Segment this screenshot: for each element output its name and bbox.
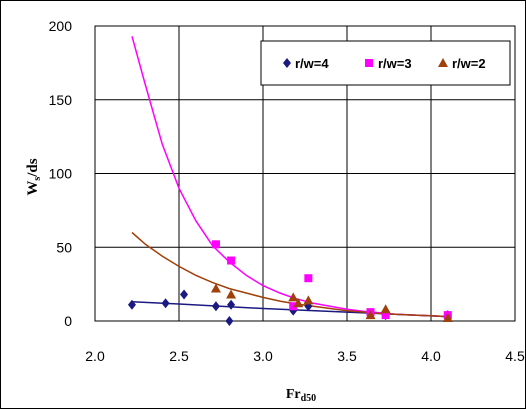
point-r-w-4 bbox=[211, 301, 220, 312]
x-tick-labels: 2.0 2.5 3.0 3.5 4.0 4.5 bbox=[85, 348, 525, 364]
legend-label-r-w-4: r/w=4 bbox=[295, 56, 329, 71]
legend-entry-r-w-4: r/w=4 bbox=[283, 56, 329, 71]
y-tick-label: 0 bbox=[64, 313, 72, 329]
x-tick-label: 2.0 bbox=[85, 348, 105, 364]
point-r-w-2 bbox=[293, 298, 304, 308]
legend-marker-r-w-4 bbox=[283, 58, 291, 68]
y-tick-label: 50 bbox=[56, 239, 72, 255]
point-r-w-2 bbox=[442, 313, 453, 323]
plot-area bbox=[94, 25, 516, 322]
point-r-w-2 bbox=[210, 283, 221, 293]
legend-label-r-w-3: r/w=3 bbox=[378, 56, 412, 71]
x-tick-label: 4.0 bbox=[421, 348, 441, 364]
point-r-w-3 bbox=[304, 274, 313, 283]
legend-entry-r-w-3: r/w=3 bbox=[365, 56, 412, 71]
y-tick-label: 100 bbox=[49, 166, 73, 182]
legend-entry-r-w-2: r/w=2 bbox=[438, 56, 486, 71]
data-markers bbox=[127, 240, 453, 326]
point-r-w-3 bbox=[211, 240, 220, 249]
point-r-w-3 bbox=[289, 302, 298, 311]
x-tick-label: 4.5 bbox=[505, 348, 525, 364]
point-r-w-2 bbox=[365, 310, 376, 320]
point-r-w-4 bbox=[161, 298, 170, 309]
y-tick-label: 200 bbox=[49, 18, 73, 34]
x-tick-label: 2.5 bbox=[169, 348, 189, 364]
point-r-w-2 bbox=[288, 292, 299, 302]
point-r-w-3 bbox=[381, 311, 390, 320]
y-axis-title: Ws/ds bbox=[25, 158, 43, 195]
legend-marker-r-w-2 bbox=[438, 58, 448, 67]
legend-box bbox=[260, 40, 511, 86]
legend: r/w=4 r/w=3 r/w=2 bbox=[260, 40, 511, 86]
point-r-w-4 bbox=[180, 289, 189, 300]
y-tick-label: 150 bbox=[49, 92, 73, 108]
point-r-w-2 bbox=[380, 304, 391, 314]
point-r-w-4 bbox=[225, 316, 234, 326]
x-tick-label: 3.0 bbox=[253, 348, 273, 364]
point-r-w-4 bbox=[127, 299, 136, 310]
trend-line-r-w-2 bbox=[131, 231, 448, 318]
point-r-w-4 bbox=[227, 299, 236, 310]
point-r-w-2 bbox=[303, 295, 314, 305]
y-tick-labels: 0 50 100 150 200 bbox=[49, 18, 73, 329]
legend-marker-r-w-3 bbox=[365, 59, 373, 67]
point-r-w-2 bbox=[226, 289, 237, 299]
x-tick-label: 3.5 bbox=[337, 348, 357, 364]
x-axis-title: Frd50 bbox=[286, 387, 316, 404]
legend-label-r-w-2: r/w=2 bbox=[452, 56, 486, 71]
point-r-w-3 bbox=[227, 256, 236, 265]
